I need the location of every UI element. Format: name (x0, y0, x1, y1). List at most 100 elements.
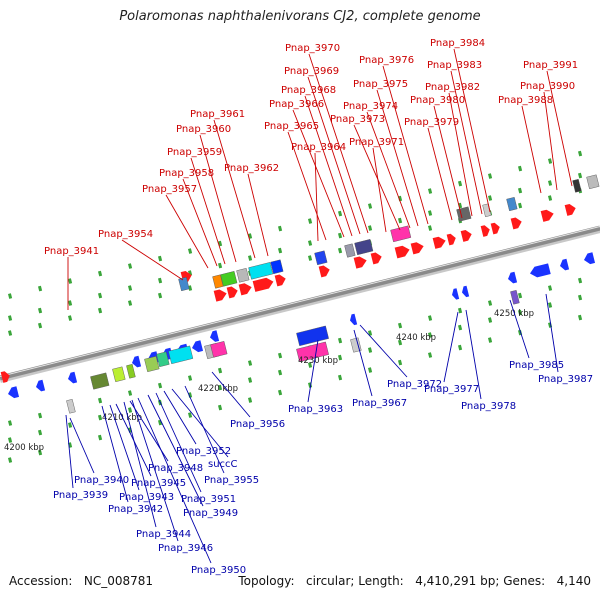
reverse-label-leader (307, 339, 319, 403)
reverse-gene (132, 355, 142, 368)
forward-label-leader (304, 95, 353, 237)
tick-mark (548, 302, 553, 308)
tick-mark (428, 225, 433, 231)
tick-mark (98, 414, 103, 421)
forward-gene-label: Pnap_3957 (142, 184, 197, 195)
tick-mark (578, 172, 583, 179)
forward-gene-label: Pnap_3984 (430, 38, 485, 49)
forward-gene-label: Pnap_3969 (284, 66, 339, 77)
tick-mark (247, 377, 253, 383)
reverse-label-leader (509, 299, 530, 359)
tick-mark (578, 314, 583, 321)
tick-mark (488, 173, 493, 179)
tick-mark (398, 359, 403, 366)
operon-box-box (510, 289, 520, 305)
forward-label-leader (376, 89, 419, 227)
tick-mark (188, 392, 193, 398)
operon-box-box (126, 363, 136, 379)
forward-gene-label: Pnap_3954 (98, 229, 153, 240)
operon-box (112, 366, 126, 383)
forward-label-leader (433, 105, 463, 219)
forward-gene-label: Pnap_3983 (427, 60, 482, 71)
tick-mark (98, 307, 103, 314)
tick-mark (68, 422, 73, 428)
reverse-gene-label: Pnap_3940 (74, 475, 129, 486)
reverse-gene-label: Pnap_3972 (387, 379, 442, 390)
reverse-gene-arrow (132, 355, 142, 368)
forward-gene-label: Pnap_3970 (285, 43, 340, 54)
reverse-gene-arrow (452, 288, 460, 300)
length-value: 4,410,291 bp (415, 574, 496, 588)
genes-value: 4,140 (556, 574, 591, 588)
forward-label-leader (307, 76, 361, 235)
tick-mark (458, 324, 463, 331)
reverse-gene-arrow (584, 252, 596, 265)
tick-mark (578, 277, 583, 284)
tick-mark (97, 292, 103, 299)
operon-box (156, 351, 170, 368)
tick-mark (488, 337, 493, 343)
tick-mark (578, 150, 583, 157)
reverse-gene-label: Pnap_3977 (424, 384, 479, 395)
tick-mark (277, 247, 283, 254)
forward-gene-label: Pnap_3991 (523, 60, 578, 71)
reverse-gene (8, 386, 20, 399)
forward-label-leader (382, 65, 429, 225)
tick-mark (7, 315, 13, 321)
reverse-label-leader (109, 404, 140, 491)
forward-gene-label: Pnap_3979 (404, 117, 459, 128)
tick-mark (128, 390, 133, 396)
tick-mark (217, 262, 223, 269)
tick-mark (277, 369, 283, 376)
forward-gene (213, 289, 227, 302)
forward-gene (510, 217, 522, 230)
reverse-gene-arrow (192, 340, 204, 353)
tick-mark (248, 360, 253, 366)
reverse-label-leader (184, 385, 225, 474)
forward-label-leader (308, 53, 369, 234)
forward-gene (410, 242, 424, 255)
tick-mark (517, 309, 523, 316)
operon-box (510, 289, 520, 305)
operon-box (586, 174, 600, 190)
tick-mark (7, 420, 13, 426)
operon-box (168, 345, 194, 365)
reverse-gene-label: Pnap_3939 (53, 490, 108, 501)
forward-label-leader (292, 109, 345, 238)
scale-label: 4240 kbp (396, 333, 436, 343)
tick-mark (487, 300, 493, 306)
tick-mark (548, 180, 553, 186)
tick-mark (277, 352, 283, 359)
forward-label-leader (353, 124, 401, 231)
forward-gene (394, 245, 410, 259)
reverse-label-leader (123, 401, 157, 528)
tick-mark (247, 255, 253, 261)
forward-gene-arrow (226, 286, 238, 299)
tick-mark (278, 225, 283, 232)
tick-mark (157, 382, 163, 389)
tick-mark (158, 277, 163, 284)
operon-box-box (212, 274, 224, 289)
reverse-gene-label: Pnap_3952 (176, 446, 231, 457)
tick-mark (338, 374, 343, 381)
reverse-gene (560, 258, 570, 271)
operon-box-box (456, 206, 472, 222)
reverse-gene (210, 330, 220, 342)
tick-mark (98, 434, 103, 441)
reverse-label-leader (443, 311, 459, 383)
tick-mark (38, 412, 43, 419)
operon-box (314, 250, 328, 266)
reverse-gene-arrow (462, 285, 470, 298)
forward-label-leader (182, 178, 218, 267)
tick-mark (157, 292, 163, 299)
operon-box (390, 225, 412, 243)
tick-mark (398, 217, 403, 224)
tick-mark (368, 203, 373, 209)
tick-mark (368, 225, 373, 231)
forward-gene-arrow (446, 233, 456, 246)
reverse-gene-label: Pnap_3985 (509, 360, 564, 371)
operon-box-box (314, 250, 328, 266)
tick-mark (7, 330, 13, 336)
tick-mark (247, 397, 253, 403)
operon-box-box (344, 243, 356, 258)
